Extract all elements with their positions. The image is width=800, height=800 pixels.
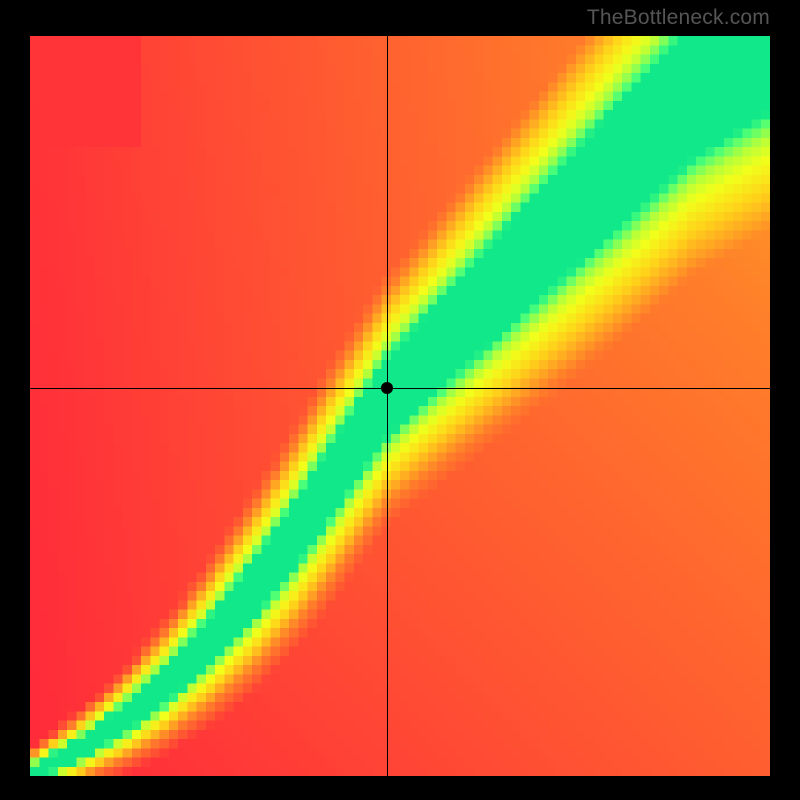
crosshair-horizontal xyxy=(30,388,770,389)
heatmap-canvas xyxy=(30,36,770,776)
crosshair-point xyxy=(381,382,393,394)
crosshair-vertical xyxy=(387,36,388,776)
watermark-text: TheBottleneck.com xyxy=(587,6,770,30)
chart-container: TheBottleneck.com xyxy=(0,0,800,800)
plot-area xyxy=(30,36,770,776)
